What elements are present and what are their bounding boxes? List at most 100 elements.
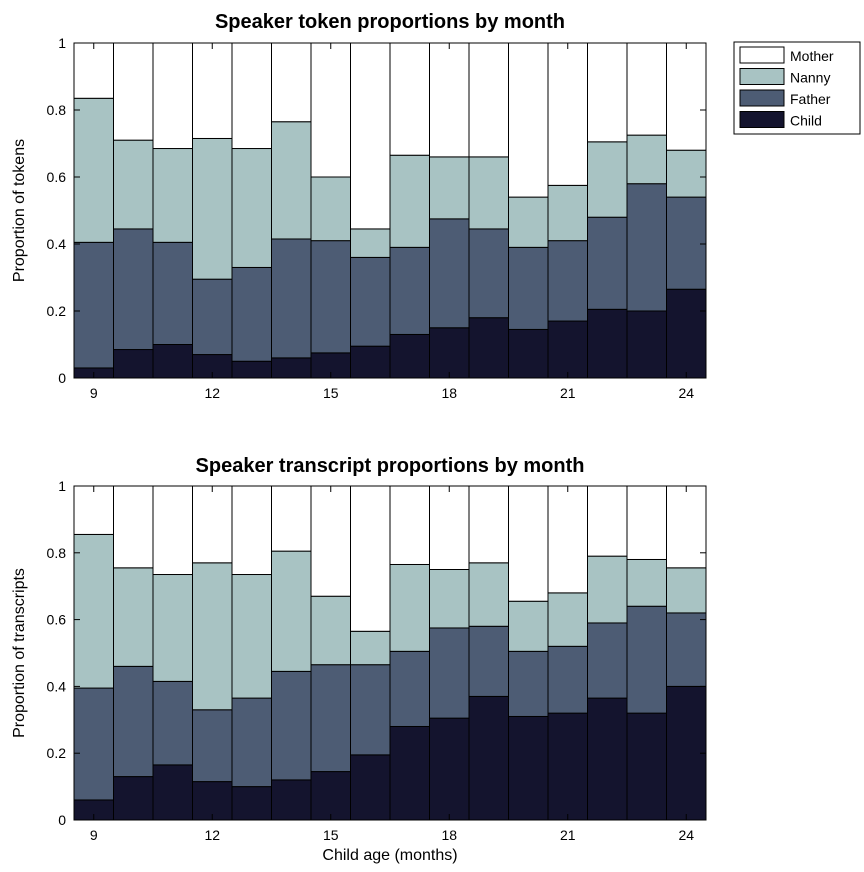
bar-mother-9: [73, 42, 114, 99]
bar-mother-20: [508, 42, 549, 198]
bar-mother-14: [271, 485, 312, 552]
bar-mother-13: [231, 485, 272, 576]
bar-nanny-17: [389, 154, 430, 248]
bar-child-12: [192, 781, 233, 821]
bar-father-22: [587, 216, 628, 310]
bar-nanny-11: [152, 574, 193, 682]
x-tick-label: 18: [441, 827, 457, 843]
bar-nanny-21: [547, 592, 588, 647]
bar-mother-17: [389, 485, 430, 565]
y-tick-label: 0: [58, 812, 66, 828]
bar-nanny-10: [113, 567, 154, 667]
bar-nanny-22: [587, 555, 628, 624]
bar-nanny-19: [468, 562, 509, 627]
bar-mother-15: [310, 42, 351, 178]
bar-child-20: [508, 715, 549, 821]
bar-father-20: [508, 246, 549, 330]
x-tick-label: 21: [560, 385, 576, 401]
bar-mother-22: [587, 485, 628, 557]
bar-nanny-15: [310, 176, 351, 242]
bar-mother-16: [350, 42, 391, 230]
bar-mother-9: [73, 485, 114, 535]
bar-father-14: [271, 238, 312, 359]
bar-child-21: [547, 320, 588, 379]
bar-nanny-18: [429, 569, 470, 629]
bar-mother-10: [113, 42, 154, 141]
bar-father-21: [547, 240, 588, 322]
bar-father-10: [113, 228, 154, 351]
bar-child-14: [271, 357, 312, 379]
x-tick-label: 18: [441, 385, 457, 401]
bar-father-21: [547, 645, 588, 714]
x-tick-label: 12: [204, 385, 220, 401]
bar-child-19: [468, 317, 509, 379]
bar-father-14: [271, 670, 312, 781]
y-tick-label: 0.2: [47, 303, 67, 319]
bar-nanny-24: [666, 149, 707, 198]
bar-father-19: [468, 625, 509, 697]
bar-child-19: [468, 695, 509, 821]
bar-mother-11: [152, 42, 193, 150]
bar-father-13: [231, 697, 272, 788]
bar-child-21: [547, 712, 588, 821]
y-tick-label: 0.6: [47, 612, 67, 628]
x-tick-label: 15: [323, 385, 339, 401]
y-tick-label: 0.4: [47, 678, 67, 694]
legend-label-mother: Mother: [790, 48, 834, 64]
bar-father-24: [666, 196, 707, 290]
bar-father-18: [429, 627, 470, 719]
bar-father-10: [113, 665, 154, 778]
bar-mother-14: [271, 42, 312, 123]
legend: Mother Nanny Father Child: [733, 41, 861, 135]
bar-nanny-9: [73, 97, 114, 243]
x-tick-label: 24: [678, 827, 694, 843]
bar-nanny-22: [587, 141, 628, 218]
bar-child-24: [666, 288, 707, 379]
y-tick-label: 1: [58, 478, 66, 494]
chart-title: Speaker transcript proportions by month: [196, 455, 585, 477]
bar-child-10: [113, 776, 154, 821]
x-tick-label: 21: [560, 827, 576, 843]
bar-father-23: [626, 605, 667, 714]
x-tick-label: 12: [204, 827, 220, 843]
bar-father-11: [152, 680, 193, 766]
bar-nanny-21: [547, 184, 588, 242]
bar-nanny-14: [271, 121, 312, 240]
x-tick-label: 24: [678, 385, 694, 401]
bar-child-13: [231, 360, 272, 379]
axes-box: [73, 485, 707, 821]
y-tick-label: 0.6: [47, 169, 67, 185]
bar-child-10: [113, 349, 154, 379]
bar-mother-19: [468, 42, 509, 158]
bar-father-9: [73, 687, 114, 801]
bar-child-23: [626, 712, 667, 821]
bar-child-22: [587, 697, 628, 821]
legend-label-child: Child: [790, 113, 822, 129]
chart-1: 0 0.2 0.4 0.6 0.8 1 9 12 15 18 21 24 Speaker token p…: [11, 11, 861, 401]
bar-mother-18: [429, 485, 470, 570]
bar-nanny-12: [192, 562, 233, 711]
bar-nanny-18: [429, 156, 470, 220]
bar-father-12: [192, 709, 233, 783]
bar-father-22: [587, 622, 628, 699]
bar-child-17: [389, 333, 430, 379]
bar-mother-21: [547, 42, 588, 186]
legend-swatch-child: [739, 111, 785, 128]
x-tick-label: 15: [323, 827, 339, 843]
bar-nanny-24: [666, 567, 707, 614]
bar-father-18: [429, 218, 470, 329]
bar-nanny-13: [231, 574, 272, 699]
bar-mother-10: [113, 485, 154, 569]
legend-swatch-mother: [739, 46, 785, 64]
bar-mother-23: [626, 485, 667, 560]
bar-father-23: [626, 183, 667, 312]
bar-mother-16: [350, 485, 391, 632]
bar-father-16: [350, 256, 391, 347]
chart-2: 0 0.2 0.4 0.6 0.8 1 9 12 15 18 21 24 Speaker transcr…: [11, 455, 707, 864]
bar-nanny-10: [113, 139, 154, 230]
y-axis-label: Proportion of tokens: [11, 139, 28, 282]
bar-nanny-9: [73, 533, 114, 689]
bar-mother-22: [587, 42, 628, 143]
x-tick-label: 9: [90, 385, 98, 401]
bar-child-15: [310, 771, 351, 821]
